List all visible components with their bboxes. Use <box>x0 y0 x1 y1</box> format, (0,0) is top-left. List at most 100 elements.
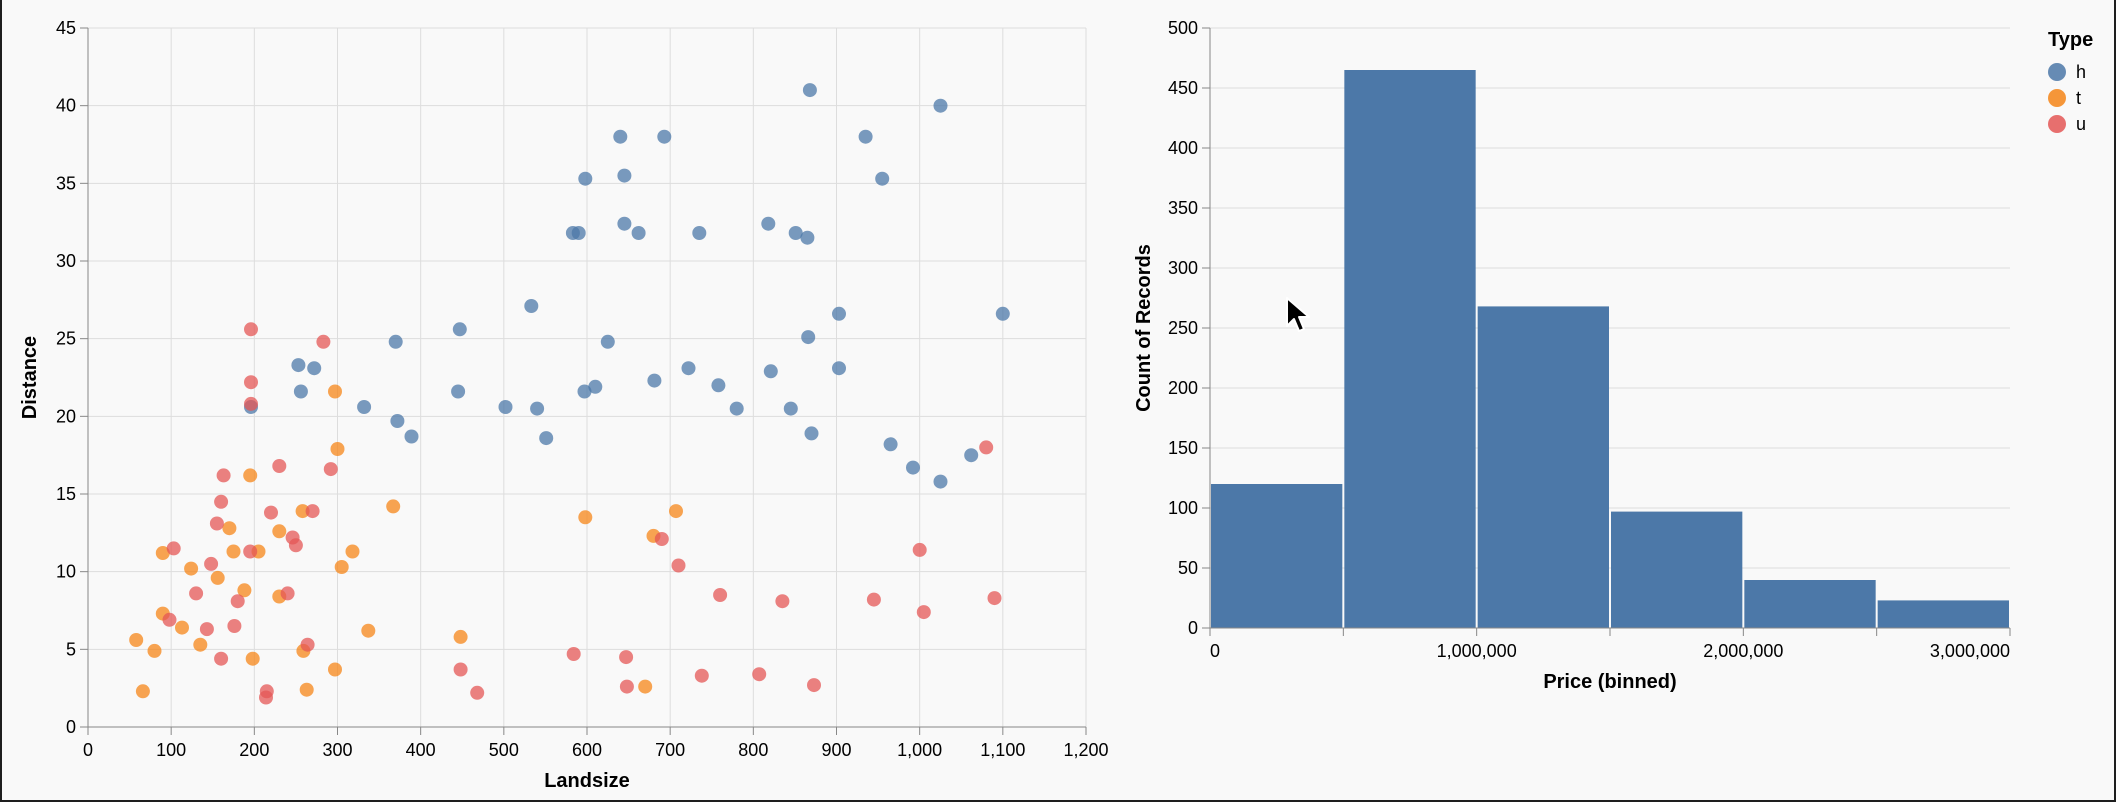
scatter-x-axis-title: Landsize <box>544 770 630 792</box>
scatter-point-h <box>577 384 592 399</box>
legend[interactable]: Type htu <box>2048 29 2093 134</box>
scatter-point-h <box>600 334 615 349</box>
scatter-point-u <box>470 685 485 700</box>
scatter-point-t <box>193 637 208 652</box>
scatter-point-h <box>571 226 586 240</box>
scatter-x-tick-label: 1,000 <box>897 740 942 760</box>
mouse-cursor-icon <box>1286 297 1310 332</box>
histogram-y-axis-title: Count of Records <box>1133 244 1155 412</box>
scatter-point-u <box>227 619 242 633</box>
scatter-point-u <box>566 647 581 661</box>
scatter-point-h <box>875 171 890 186</box>
scatter-point-u <box>654 532 669 546</box>
scatter-x-tick-label: 600 <box>572 740 602 760</box>
scatter-point-h <box>613 129 628 144</box>
legend-label-u: u <box>2076 114 2086 134</box>
scatter-point-u <box>694 668 709 683</box>
scatter-point-u <box>216 468 231 483</box>
histogram-bar <box>1877 600 2009 628</box>
histogram-y-tick-label: 450 <box>1168 78 1198 98</box>
histogram-bar <box>1344 70 1476 628</box>
scatter-point-h <box>711 378 726 393</box>
scatter-point-t <box>295 504 310 519</box>
histogram-y-tick-label: 200 <box>1168 378 1198 398</box>
scatter-point-h <box>291 358 306 373</box>
scatter-point-h <box>801 330 816 345</box>
scatter-point-h <box>530 401 545 416</box>
scatter-point-h <box>498 400 513 414</box>
scatter-point-t <box>237 583 252 598</box>
scatter-point-u <box>204 556 219 571</box>
histogram-y-tick-label: 50 <box>1178 558 1198 578</box>
histogram-y-tick-label: 500 <box>1168 18 1198 38</box>
scatter-point-u <box>244 322 258 337</box>
scatter-point-h <box>631 226 646 240</box>
scatter-point-u <box>775 594 790 609</box>
scatter-point-t <box>245 651 260 666</box>
scatter-x-tick-label: 500 <box>489 740 519 760</box>
scatter-point-h <box>832 306 846 321</box>
scatter-point-h <box>681 361 696 376</box>
scatter-point-h <box>452 322 467 337</box>
scatter-x-tick-label: 100 <box>156 740 186 760</box>
scatter-point-u <box>230 594 245 609</box>
scatter-point-t <box>453 629 468 644</box>
scatter-point-u <box>713 588 728 602</box>
scatter-point-u <box>453 662 468 677</box>
scatter-point-t <box>129 633 144 647</box>
scatter-y-tick-label: 10 <box>56 562 76 582</box>
scatter-point-h <box>800 230 815 245</box>
legend-label-t: t <box>2076 88 2081 108</box>
scatter-point-h <box>588 379 603 394</box>
histogram-panel[interactable]: 0 50 100 150 200 250 300 350 400 450 500 0 1,000,000… <box>1133 18 2011 693</box>
scatter-y-tick-label: 20 <box>56 406 76 426</box>
histogram-y-tick-label: 100 <box>1168 498 1198 518</box>
scatter-panel[interactable]: 0 100 200 300 400 500 600 700 800 900 1,000 1,100 1,… <box>19 18 1109 792</box>
scatter-point-h <box>451 384 466 399</box>
histogram-y-tick-label: 250 <box>1168 318 1198 338</box>
scatter-point-u <box>244 396 258 411</box>
scatter-point-h <box>307 361 322 376</box>
scatter-point-h <box>804 426 819 441</box>
scatter-point-h <box>964 448 979 463</box>
scatter-point-u <box>244 375 258 390</box>
histogram-y-tick-label: 0 <box>1188 618 1198 638</box>
scatter-point-u <box>752 667 767 682</box>
histogram-y-tick-label: 150 <box>1168 438 1198 458</box>
scatter-point-t <box>135 684 150 699</box>
scatter-y-tick-label: 25 <box>56 329 76 349</box>
scatter-point-t <box>299 682 314 697</box>
scatter-point-u <box>300 637 315 652</box>
scatter-point-u <box>166 541 181 556</box>
histogram-y-tick-label: 400 <box>1168 138 1198 158</box>
scatter-point-h <box>539 431 554 446</box>
histogram-bar <box>1744 580 1876 628</box>
histogram-x-tick-label: 2,000,000 <box>1703 641 1783 661</box>
scatter-point-u <box>209 516 224 531</box>
scatter-point-h <box>802 83 817 98</box>
scatter-point-h <box>883 437 898 452</box>
scatter-point-u <box>189 586 204 601</box>
scatter-point-h <box>832 361 846 376</box>
scatter-point-t <box>184 561 199 576</box>
histogram-y-tick-label: 350 <box>1168 198 1198 218</box>
scatter-y-tick-label: 35 <box>56 173 76 193</box>
scatter-point-u <box>323 462 338 477</box>
scatter-y-tick-label: 5 <box>66 639 76 659</box>
scatter-point-h <box>388 334 403 349</box>
scatter-point-t <box>345 544 360 559</box>
scatter-point-h <box>788 226 803 240</box>
scatter-point-h <box>404 429 419 444</box>
scatter-point-u <box>619 679 634 694</box>
scatter-point-h <box>783 401 798 416</box>
histogram-bar <box>1611 511 1743 628</box>
legend-swatch-t <box>2048 89 2066 107</box>
scatter-point-h <box>729 401 744 416</box>
scatter-x-tick-label: 300 <box>322 740 352 760</box>
scatter-point-h <box>647 373 662 388</box>
legend-label-h: h <box>2076 62 2086 82</box>
histogram-x-tick-label: 3,000,000 <box>1930 641 2010 661</box>
scatter-point-t <box>155 546 170 560</box>
legend-swatch-u <box>2048 115 2066 133</box>
